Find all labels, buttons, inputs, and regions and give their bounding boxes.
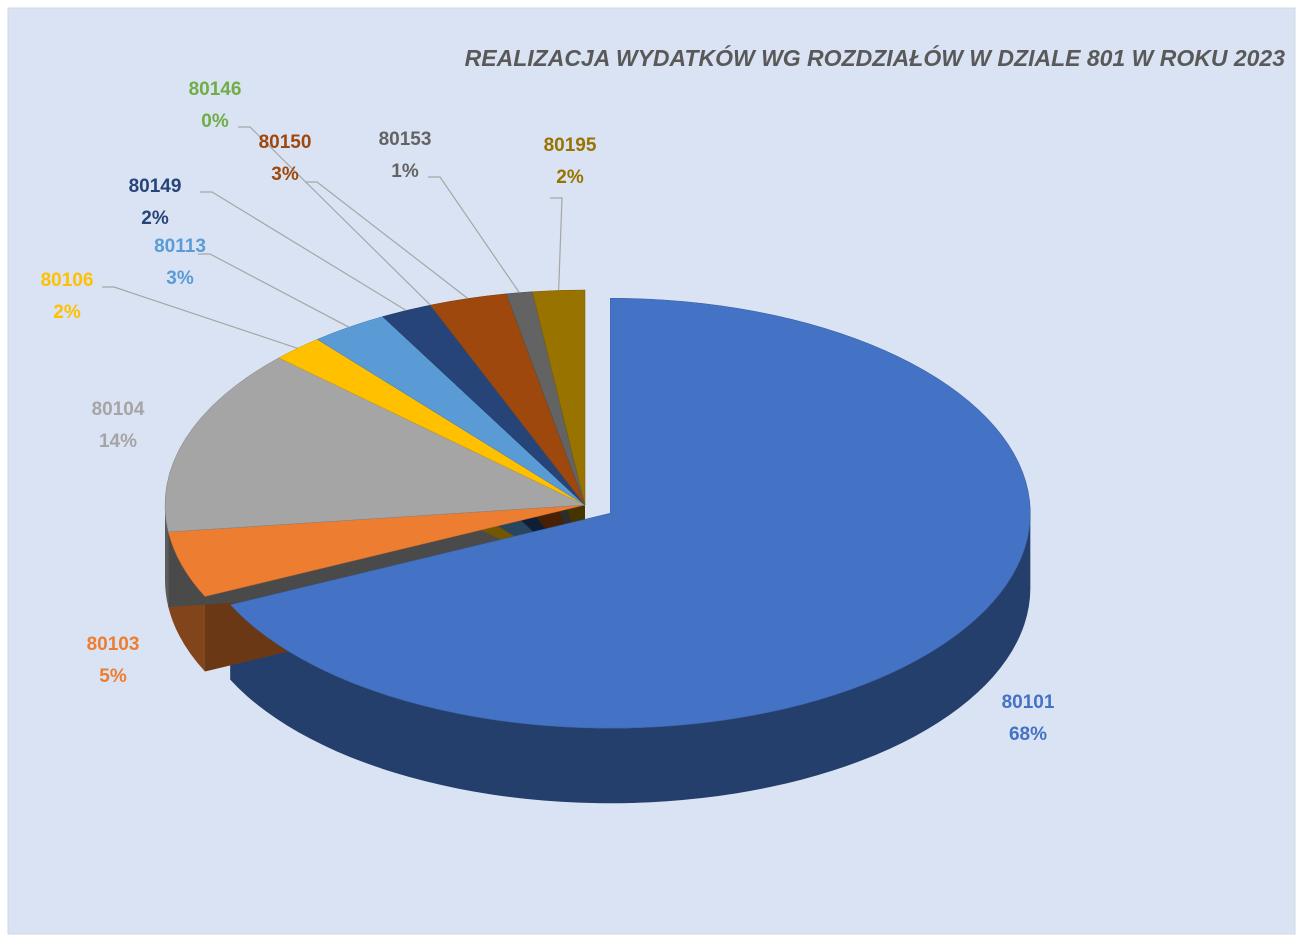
value-label: 5%	[99, 666, 127, 687]
value-label: 2%	[53, 302, 81, 323]
pie-slice	[229, 297, 1031, 729]
category-label: 80146	[189, 79, 242, 100]
leader-line	[198, 253, 350, 328]
slice-wall	[230, 513, 1031, 804]
value-label: 3%	[166, 268, 194, 289]
slice-wall	[165, 505, 169, 607]
value-label: 68%	[1009, 724, 1047, 745]
value-label: 3%	[271, 164, 299, 185]
data-labels: 80101 68% 80103 5% 80104 14% 80106 2% 80113 3% 801…	[41, 79, 1055, 745]
leader-line	[238, 126, 431, 306]
category-label: 80150	[259, 132, 312, 153]
leader-line	[428, 176, 520, 293]
pie-tops	[164, 289, 1031, 729]
category-label: 80104	[92, 399, 145, 420]
category-label: 80113	[154, 236, 206, 257]
value-label: 2%	[141, 208, 169, 229]
leader-line	[102, 286, 298, 349]
leader-line	[550, 197, 563, 291]
category-label: 80149	[129, 176, 182, 197]
value-label: 1%	[391, 161, 419, 182]
value-label: 2%	[556, 167, 584, 188]
value-label: 14%	[99, 431, 137, 452]
category-label: 80103	[87, 634, 140, 655]
category-label: 80101	[1002, 692, 1055, 713]
leader-line	[305, 181, 469, 300]
leader-line	[200, 191, 407, 311]
chart-title: REALIZACJA WYDATKÓW WG ROZDZIAŁÓW W DZIA…	[465, 44, 1286, 71]
category-label: 80153	[379, 129, 432, 150]
value-label: 0%	[201, 111, 229, 132]
category-label: 80106	[41, 270, 94, 291]
category-label: 80195	[544, 135, 597, 156]
pie-slice	[164, 357, 586, 533]
